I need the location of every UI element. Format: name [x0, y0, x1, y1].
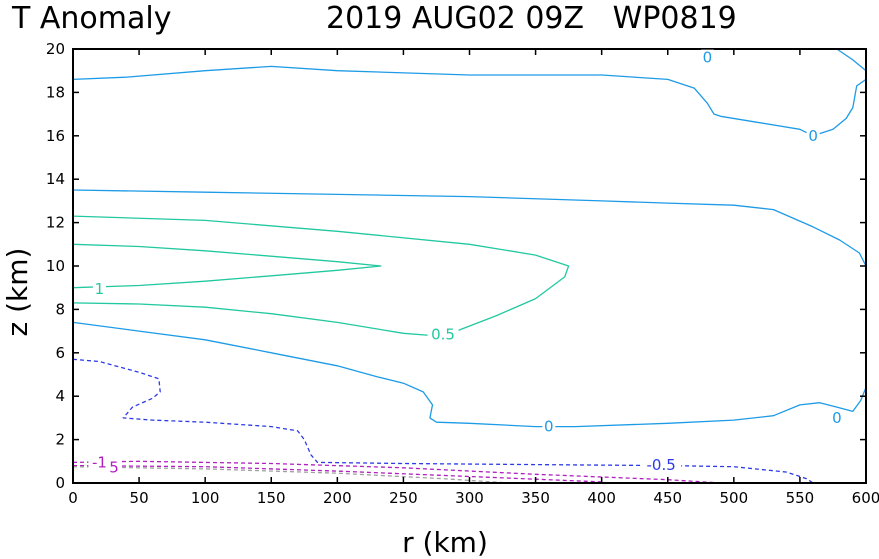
y-tick-label: 12	[46, 214, 65, 232]
contour-label-bg	[700, 49, 714, 66]
contour-label-bg	[88, 454, 111, 471]
chart-title-right: 2019 AUG02 09Z WP0819	[326, 1, 737, 36]
x-tick-label: 300	[455, 489, 484, 507]
y-tick-label: 14	[46, 170, 65, 188]
contour-line-0	[72, 321, 867, 428]
contour-line--1	[72, 460, 721, 484]
contour-label: 0	[544, 418, 554, 436]
x-tick-label: 450	[653, 489, 682, 507]
contour-line-1	[72, 243, 382, 289]
contour-line--0p5	[72, 358, 814, 484]
contour-label-bg	[542, 418, 556, 435]
contour-label: -0.5	[647, 456, 676, 474]
y-tick-label: 4	[55, 387, 65, 405]
contour-label-bg	[830, 409, 844, 426]
chart-title-left: T Anomaly	[11, 1, 171, 36]
contour-label: 0	[832, 409, 842, 427]
y-tick-label: 10	[46, 257, 65, 275]
x-tick-label: 250	[389, 489, 418, 507]
contour-label: 0	[703, 49, 713, 67]
x-tick-label: 400	[587, 489, 616, 507]
x-tick-label: 550	[786, 489, 815, 507]
y-axis-label: z (km)	[1, 248, 34, 337]
contour-label-bg	[641, 457, 682, 474]
contour-line-0	[72, 65, 814, 137]
contour-label: 5	[109, 458, 119, 476]
contour-label: -1	[92, 453, 107, 471]
x-tick-label: 0	[68, 489, 78, 507]
contour-label: 0.5	[431, 325, 455, 343]
y-tick-label: 2	[55, 431, 65, 449]
contour-line--1p5	[72, 466, 510, 484]
y-tick-label: 0	[55, 474, 65, 492]
y-tick-label: 6	[55, 344, 65, 362]
contour-lines	[72, 48, 867, 484]
contour-label-bg	[107, 459, 121, 476]
x-tick-label: 50	[130, 489, 149, 507]
y-tick-label: 8	[55, 300, 65, 318]
plot-frame	[72, 48, 867, 484]
y-tick-label: 16	[46, 127, 65, 145]
contour-line--1	[72, 464, 609, 484]
x-axis-label: r (km)	[402, 526, 488, 559]
x-tick-label: 150	[257, 489, 286, 507]
x-tick-label: 100	[191, 489, 220, 507]
x-tick-label: 200	[323, 489, 352, 507]
x-tick-label: 350	[521, 489, 550, 507]
contour-labels: 0 0 0 0 0.5 1 -0.5 -1 5	[88, 49, 844, 476]
contour-label: 0	[808, 127, 818, 145]
x-tick-label: 600	[852, 489, 879, 507]
contour-label-bg	[806, 127, 820, 144]
x-tick-label: 500	[720, 489, 749, 507]
contour-label-bg	[427, 326, 459, 343]
contour-label-bg	[92, 280, 106, 297]
contour-line-0	[812, 78, 867, 137]
y-tick-label: 18	[46, 83, 65, 101]
x-axis: 0 50 100 150 200 250 300 350 400 450 500 550 600	[68, 49, 879, 507]
y-tick-label: 20	[46, 40, 65, 58]
contour-line-0p5	[72, 215, 570, 337]
contour-line-0	[72, 189, 867, 267]
contour-label: 1	[95, 280, 105, 298]
contour-line-0	[836, 48, 867, 72]
